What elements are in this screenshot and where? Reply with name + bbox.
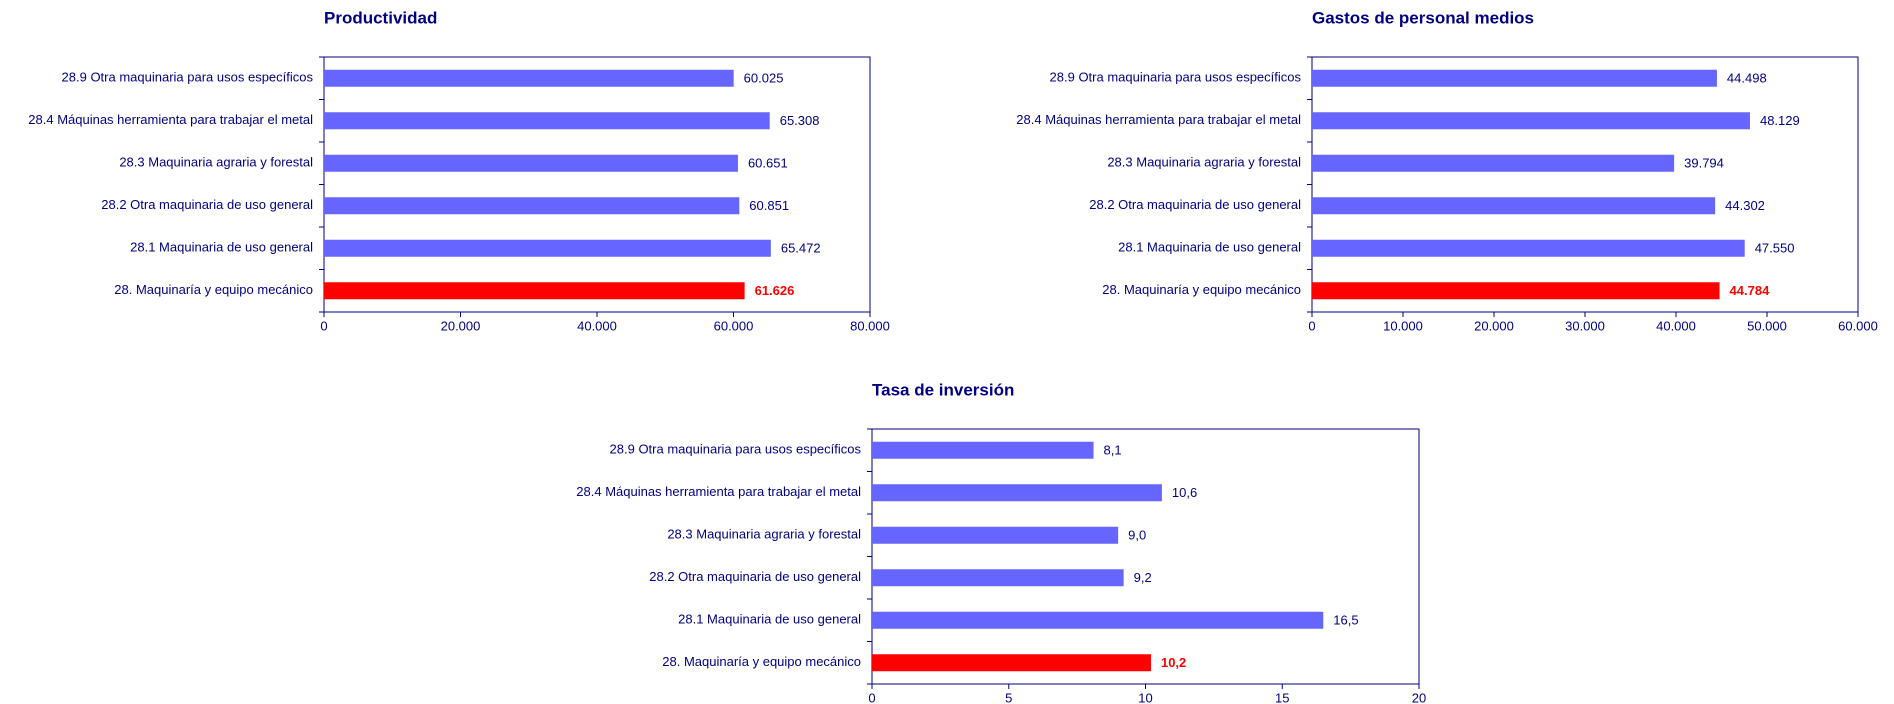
x-tick-label: 0	[320, 318, 327, 333]
value-label: 9,2	[1134, 570, 1152, 585]
bar	[1312, 154, 1675, 172]
bar	[872, 441, 1094, 459]
chart-title: Tasa de inversión	[872, 380, 1014, 399]
x-tick-label: 50.000	[1747, 318, 1787, 333]
x-tick-label: 60.000	[1838, 318, 1878, 333]
value-label: 60.851	[749, 198, 789, 213]
value-label: 9,0	[1128, 528, 1146, 543]
bar	[1312, 239, 1745, 257]
x-tick-label: 20.000	[1474, 318, 1514, 333]
bar	[324, 239, 771, 257]
category-label: 28.3 Maquinaria agraria y forestal	[1107, 155, 1301, 170]
x-tick-label: 10.000	[1383, 318, 1423, 333]
bar	[324, 197, 740, 215]
value-label: 8,1	[1104, 443, 1122, 458]
plot-frame	[323, 56, 871, 313]
x-tick-label: 20.000	[441, 318, 481, 333]
x-tick-label: 0	[1308, 318, 1315, 333]
value-label: 16,5	[1333, 613, 1358, 628]
bar	[872, 484, 1162, 502]
category-label: 28. Maquinaría y equipo mecánico	[662, 654, 861, 669]
x-tick-label: 40.000	[577, 318, 617, 333]
category-label: 28.4 Máquinas herramienta para trabajar …	[28, 112, 313, 127]
chart-title: Gastos de personal medios	[1312, 8, 1534, 27]
bar	[872, 654, 1151, 672]
bar	[1312, 112, 1750, 130]
category-label: 28.3 Maquinaria agraria y forestal	[667, 527, 861, 542]
category-label: 28.4 Máquinas herramienta para trabajar …	[1016, 112, 1301, 127]
x-tick-label: 60.000	[714, 318, 754, 333]
category-label: 28.9 Otra maquinaria para usos específic…	[62, 70, 314, 85]
category-label: 28.9 Otra maquinaria para usos específic…	[610, 442, 862, 457]
category-label: 28.2 Otra maquinaria de uso general	[649, 569, 861, 584]
category-label: 28.2 Otra maquinaria de uso general	[1089, 197, 1301, 212]
value-label: 44.498	[1727, 71, 1767, 86]
x-tick-label: 30.000	[1565, 318, 1605, 333]
category-label: 28. Maquinaría y equipo mecánico	[114, 282, 313, 297]
value-label: 60.025	[744, 71, 784, 86]
category-label: 28.9 Otra maquinaria para usos específic…	[1050, 70, 1302, 85]
bar	[324, 69, 734, 87]
x-tick-label: 0	[868, 690, 875, 704]
bar	[1312, 282, 1720, 300]
bar	[1312, 197, 1716, 215]
bar	[872, 526, 1119, 544]
value-label: 10,6	[1172, 485, 1197, 500]
category-label: 28.1 Maquinaria de uso general	[130, 240, 313, 255]
bar	[324, 112, 770, 130]
value-label: 65.308	[780, 113, 820, 128]
bar	[872, 611, 1324, 629]
bar	[872, 569, 1124, 587]
x-tick-label: 5	[1005, 690, 1012, 704]
x-tick-label: 80.000	[850, 318, 890, 333]
x-tick-label: 40.000	[1656, 318, 1696, 333]
value-label: 48.129	[1760, 113, 1800, 128]
x-tick-label: 20	[1412, 690, 1426, 704]
bar	[324, 154, 738, 172]
plot-frame	[871, 428, 1420, 685]
category-label: 28. Maquinaría y equipo mecánico	[1102, 282, 1301, 297]
value-label: 44.302	[1725, 198, 1765, 213]
category-label: 28.1 Maquinaria de uso general	[678, 612, 861, 627]
bar	[324, 282, 745, 300]
category-label: 28.4 Máquinas herramienta para trabajar …	[576, 484, 861, 499]
x-tick-label: 15	[1275, 690, 1289, 704]
value-label: 10,2	[1161, 655, 1186, 670]
value-label: 61.626	[755, 283, 795, 298]
value-label: 39.794	[1684, 156, 1724, 171]
bar	[1312, 69, 1717, 87]
plot-frame	[1311, 56, 1859, 313]
category-label: 28.3 Maquinaria agraria y forestal	[119, 155, 313, 170]
value-label: 44.784	[1730, 283, 1771, 298]
value-label: 47.550	[1755, 241, 1795, 256]
chart-title: Productividad	[324, 8, 437, 27]
value-label: 65.472	[781, 241, 821, 256]
x-tick-label: 10	[1138, 690, 1152, 704]
category-label: 28.2 Otra maquinaria de uso general	[101, 197, 313, 212]
category-label: 28.1 Maquinaria de uso general	[1118, 240, 1301, 255]
value-label: 60.651	[748, 156, 788, 171]
